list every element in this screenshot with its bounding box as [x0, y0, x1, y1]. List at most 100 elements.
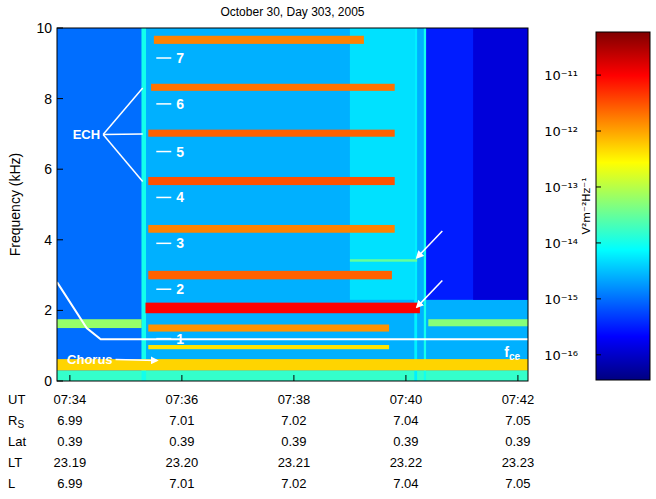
harmonic-label: 6 — [176, 96, 184, 112]
y-tick — [57, 169, 63, 170]
y-tick — [57, 310, 63, 311]
ephemeris-value: 7.01 — [169, 413, 194, 428]
ephemeris-value: 0.39 — [281, 434, 306, 449]
feature-arrow — [417, 280, 442, 306]
plot-frame — [57, 28, 528, 381]
colorbar-tick-label: 10⁻¹³ — [544, 180, 578, 195]
colorbar-tick-label: 10⁻¹⁵ — [544, 292, 578, 307]
y-tick-label: 2 — [44, 302, 52, 318]
name-sub: S — [17, 419, 24, 430]
y-tick — [57, 239, 63, 240]
colorbar-tick-label: 10⁻¹¹ — [544, 68, 578, 83]
ephemeris-value: 23.21 — [278, 455, 311, 470]
x-tick-label: 07:36 — [166, 392, 199, 407]
ephemeris-value: 23.23 — [502, 455, 535, 470]
ephemeris-value: 0.39 — [169, 434, 194, 449]
annotation-ech: ECH — [73, 127, 100, 142]
spectral-band — [473, 28, 528, 300]
y-axis-title: Frequency (kHz) — [7, 153, 23, 256]
x-tick — [69, 375, 70, 381]
harmonic-label: 1 — [176, 331, 184, 347]
harmonic-label: 5 — [176, 144, 184, 160]
ephemeris-value: 6.99 — [57, 476, 82, 491]
ephemeris-row-name: LT — [8, 455, 22, 470]
harmonic-dash — [156, 243, 171, 245]
harmonic-dash — [156, 288, 171, 290]
spectral-band — [57, 28, 142, 381]
spectral-band — [350, 28, 414, 300]
x-tick — [181, 375, 182, 381]
harmonic-dash — [156, 103, 171, 105]
ephemeris-value: 7.02 — [281, 476, 306, 491]
annotation-chorus: Chorus — [67, 352, 113, 367]
harmonic-label: 4 — [176, 189, 184, 205]
spectral-band — [142, 28, 146, 381]
y-tick-label: 6 — [44, 161, 52, 177]
colorbar-tick-label: 10⁻¹² — [544, 124, 578, 139]
spectral-band — [414, 28, 417, 381]
ephemeris-value: 23.22 — [390, 455, 423, 470]
x-axis-title: UT — [8, 392, 25, 407]
label-sub: ce — [509, 351, 521, 362]
colorbar-tick — [596, 75, 601, 76]
ephemeris-value: 7.02 — [281, 413, 306, 428]
x-tick-label: 07:38 — [278, 392, 311, 407]
spectral-band — [148, 225, 394, 233]
y-tick-label: 0 — [44, 373, 52, 389]
y-tick-label: 8 — [44, 91, 52, 107]
spectral-band — [426, 28, 528, 300]
colorbar-tick — [596, 298, 601, 299]
y-tick — [57, 28, 63, 29]
colorbar — [596, 32, 650, 380]
ephemeris-value: 7.04 — [393, 413, 418, 428]
title: October 30, Day 303, 2005 — [220, 5, 364, 19]
spectral-band — [57, 319, 142, 328]
ephemeris-value: 23.20 — [166, 455, 199, 470]
chart: October 30, Day 303, 2005 0 2 4 6 8 10 Frequenc… — [0, 0, 656, 499]
ephemeris-value: 0.39 — [505, 434, 530, 449]
spectral-band — [148, 177, 394, 185]
spectrogram — [57, 28, 528, 381]
ephemeris-value: 6.99 — [57, 413, 82, 428]
spectral-band — [148, 130, 394, 137]
ephemeris-value: 23.19 — [54, 455, 87, 470]
x-tick — [293, 375, 294, 381]
ephemeris-value: 7.01 — [169, 476, 194, 491]
colorbar-tick — [596, 186, 601, 187]
colorbar-tick — [596, 131, 601, 132]
harmonic-label: 2 — [176, 281, 184, 297]
name-main: R — [8, 413, 17, 428]
spectral-band — [148, 271, 392, 279]
spectral-band — [350, 259, 417, 261]
harmonic-dash — [156, 338, 171, 340]
colorbar-tick-label: 10⁻¹⁴ — [544, 236, 578, 251]
ech-pointer — [103, 134, 143, 181]
spectral-band — [148, 345, 389, 349]
spectral-band — [424, 28, 426, 381]
spectral-band — [428, 319, 528, 326]
harmonic-dash — [156, 57, 171, 59]
ephemeris-row-name: Lat — [8, 434, 26, 449]
ephemeris-value: 0.39 — [393, 434, 418, 449]
spectral-band — [148, 325, 389, 332]
ephemeris-value: 7.05 — [505, 413, 530, 428]
colorbar-label: V²m⁻²Hz⁻¹ — [580, 177, 593, 234]
fce-line — [57, 282, 528, 339]
ech-pointer — [103, 88, 143, 134]
series-label: fce — [504, 344, 520, 362]
ephemeris-value: 7.05 — [505, 476, 530, 491]
ephemeris-value: 0.39 — [57, 434, 82, 449]
harmonic-dash — [156, 197, 171, 199]
chorus-pointer — [116, 359, 157, 361]
y-tick-label: 4 — [44, 232, 52, 248]
spectral-band — [57, 28, 528, 381]
feature-arrow — [417, 231, 442, 257]
x-tick-label: 07:40 — [390, 392, 423, 407]
x-tick — [405, 375, 406, 381]
x-tick-label: 07:34 — [54, 392, 87, 407]
colorbar-tick — [596, 242, 601, 243]
spectral-band — [57, 359, 528, 370]
harmonic-dash — [156, 151, 171, 153]
spectral-band — [145, 303, 419, 314]
y-tick-label: 10 — [36, 20, 52, 36]
